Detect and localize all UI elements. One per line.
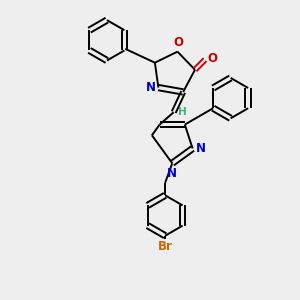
Text: Br: Br <box>158 240 172 253</box>
Text: O: O <box>173 36 183 49</box>
Text: N: N <box>167 167 177 180</box>
Text: O: O <box>207 52 217 65</box>
Text: N: N <box>146 81 156 94</box>
Text: N: N <box>196 142 206 155</box>
Text: H: H <box>178 106 187 117</box>
